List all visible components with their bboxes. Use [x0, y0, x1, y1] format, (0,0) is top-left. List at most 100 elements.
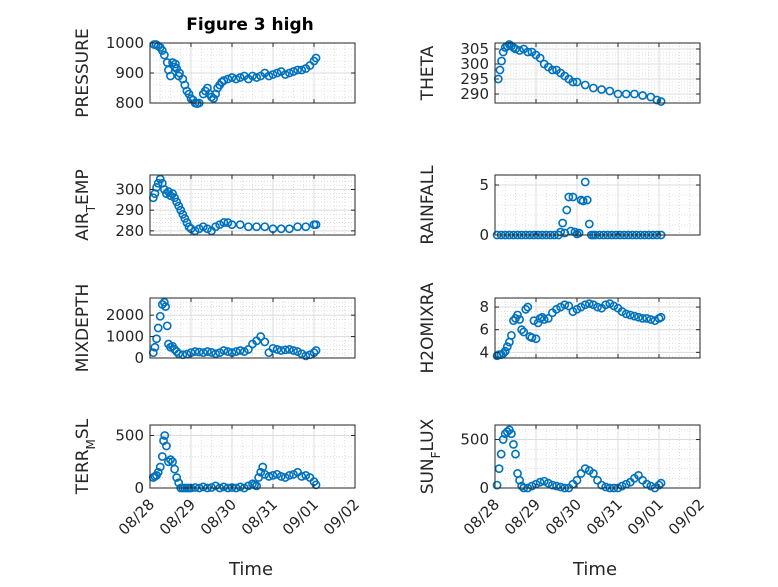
y-tick-label: 8 — [479, 298, 489, 316]
data-point — [646, 315, 656, 324]
data-point — [153, 323, 163, 333]
data-point — [654, 480, 664, 490]
data-point — [597, 480, 606, 490]
data-point — [161, 441, 171, 451]
data-point — [159, 297, 169, 307]
data-point — [166, 71, 175, 81]
data-point — [268, 70, 278, 79]
data-point — [558, 218, 568, 228]
y-tick-label: 800 — [115, 94, 144, 112]
data-point — [268, 343, 278, 353]
y-tick-label: 500 — [115, 427, 144, 445]
data-point — [630, 311, 639, 321]
data-point — [656, 478, 666, 488]
data-point — [264, 348, 274, 358]
y-tick-label: 5 — [479, 176, 489, 194]
data-point — [630, 89, 639, 99]
data-point — [523, 47, 533, 57]
data-point — [498, 349, 508, 358]
data-point — [601, 300, 611, 310]
data-point — [531, 334, 541, 344]
data-point — [276, 472, 286, 481]
data-point — [284, 224, 294, 234]
y-tick-label: 2000 — [106, 306, 144, 324]
data-point — [170, 193, 179, 203]
y-axis-label: TERRMSL — [73, 418, 98, 495]
data-point — [174, 349, 184, 359]
data-point — [572, 475, 582, 485]
data-point — [495, 65, 505, 75]
x-tick-label: 08/28 — [115, 495, 158, 538]
data-point — [161, 302, 170, 311]
y-tick-label: 280 — [115, 222, 144, 240]
data-point — [160, 431, 170, 440]
data-point — [535, 53, 545, 63]
data-point — [289, 67, 298, 76]
data-point — [297, 65, 307, 75]
axes-box — [149, 297, 356, 359]
y-tick-label: 1000 — [106, 34, 144, 52]
data-point — [157, 46, 167, 55]
y-axis-label: H2OMIXRA — [418, 282, 438, 373]
data-point — [564, 301, 574, 311]
data-point — [578, 196, 588, 206]
data-point — [519, 327, 529, 337]
data-point — [311, 220, 321, 230]
y-axis-label: AIRTEMP — [73, 169, 98, 240]
data-point — [164, 457, 173, 467]
x-tick-label: 08/31 — [238, 495, 281, 538]
data-point — [506, 429, 516, 439]
data-point — [168, 189, 177, 199]
data-point — [527, 333, 537, 343]
data-point — [256, 332, 266, 341]
data-point — [198, 482, 208, 492]
y-tick-label: 300 — [115, 180, 144, 198]
data-point — [543, 313, 553, 323]
data-point — [264, 71, 274, 81]
data-point — [634, 312, 643, 322]
y-tick-label: 0 — [479, 479, 489, 497]
data-point — [180, 214, 190, 223]
data-point — [646, 481, 656, 491]
data-point — [556, 227, 565, 237]
data-point — [209, 94, 218, 103]
data-point — [562, 205, 572, 215]
data-point — [584, 219, 594, 229]
data-point — [605, 86, 615, 96]
data-point — [539, 476, 549, 486]
data-point — [564, 192, 574, 202]
data-point — [535, 477, 545, 487]
data-point — [574, 228, 584, 238]
data-point — [178, 209, 188, 219]
data-point — [638, 313, 647, 323]
data-point — [548, 480, 557, 490]
subplot-third-left: 0 1000 2000 MIXDEPTH — [73, 284, 356, 372]
data-point — [625, 310, 635, 320]
data-point — [155, 311, 165, 321]
data-point — [580, 177, 590, 187]
data-point — [601, 482, 611, 492]
data-point — [515, 315, 524, 324]
data-point — [272, 345, 282, 354]
data-point — [523, 302, 533, 312]
data-point — [621, 89, 631, 99]
data-point — [289, 346, 298, 355]
data-point — [568, 192, 578, 202]
y-tick-label: 0 — [134, 479, 144, 497]
y-tick-label: 500 — [460, 431, 489, 449]
data-point — [174, 201, 184, 211]
data-point — [170, 464, 179, 474]
data-point — [589, 83, 598, 93]
data-point — [235, 73, 245, 82]
data-point — [543, 478, 553, 488]
data-point — [537, 312, 547, 322]
data-point — [652, 95, 662, 105]
data-point — [155, 174, 165, 184]
data-point — [166, 455, 175, 465]
axes-box — [494, 174, 701, 236]
data-point — [174, 478, 184, 488]
data-point — [297, 472, 307, 481]
data-point — [580, 80, 590, 90]
